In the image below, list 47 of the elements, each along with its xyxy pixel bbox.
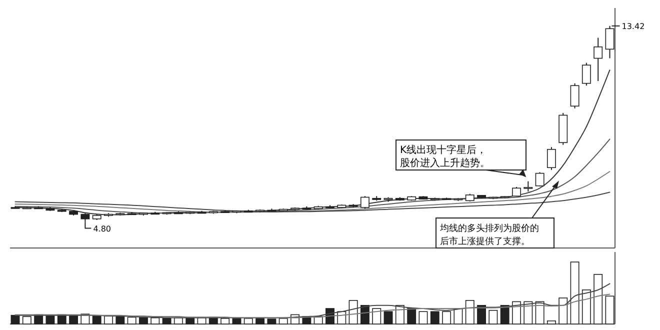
bar (418, 311, 428, 324)
bar (407, 308, 416, 324)
bar (465, 300, 474, 324)
candlestick (546, 146, 556, 170)
candlestick (594, 37, 603, 82)
bar (477, 305, 486, 324)
bar (570, 262, 580, 324)
candlestick (570, 82, 580, 109)
text: 均线的多头排列为股价的后市上涨提供了支撑。 (439, 223, 539, 247)
bar (488, 310, 498, 324)
bar (348, 300, 358, 324)
bar (150, 317, 160, 324)
bar (138, 317, 148, 324)
bar (244, 318, 253, 324)
bar (384, 311, 393, 324)
bar (46, 314, 55, 324)
bar (69, 316, 78, 324)
candlestick (524, 180, 533, 192)
bar (267, 318, 276, 324)
candlestick (360, 196, 370, 210)
bar (10, 314, 20, 324)
candlestick (535, 172, 544, 187)
bar (116, 316, 125, 324)
bar (442, 311, 452, 324)
bar (220, 318, 230, 324)
bar (582, 290, 591, 324)
bar (512, 301, 521, 324)
bar (454, 308, 463, 324)
bar (546, 320, 556, 324)
text: 13.42 (622, 22, 645, 31)
bar (104, 316, 113, 324)
annotation: K线出现十字星后，股价进入上升趋势。 (400, 144, 490, 169)
bar (372, 308, 382, 324)
bar (430, 311, 440, 324)
bar (605, 296, 614, 324)
bar (594, 274, 603, 324)
candlestick (582, 62, 591, 86)
bar (92, 314, 102, 324)
bar (186, 318, 195, 324)
bar (162, 318, 172, 324)
text: 4.80 (93, 224, 111, 234)
bar (22, 316, 32, 324)
bar (278, 318, 288, 324)
bar (500, 305, 510, 324)
bar (127, 316, 136, 324)
bar (535, 301, 544, 324)
bar (558, 298, 568, 324)
